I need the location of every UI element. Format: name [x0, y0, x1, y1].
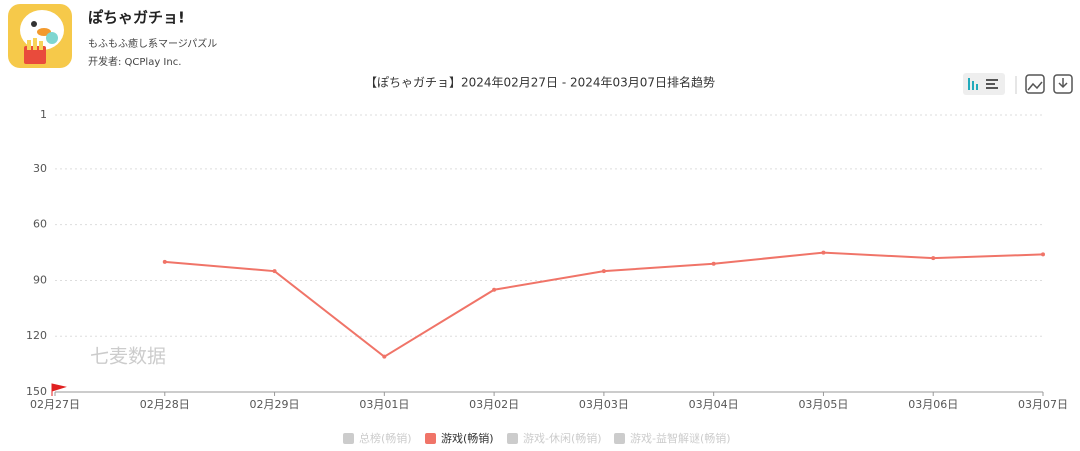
legend-swatch	[614, 433, 625, 444]
toolbar	[963, 73, 1073, 95]
watermark: 七麦数据	[90, 346, 166, 368]
point	[272, 269, 277, 274]
start-flag	[51, 383, 67, 396]
x-tick-label: 03月06日	[908, 398, 958, 411]
x-tick-label: 02月28日	[140, 398, 190, 411]
x-tick-label: 03月01日	[359, 398, 409, 411]
app-developer: 开发者: QCPlay Inc.	[88, 55, 181, 68]
save-image[interactable]	[1025, 74, 1045, 94]
app-subtitle: もふもふ癒し系マージパズル	[88, 37, 217, 50]
point	[601, 269, 606, 274]
point	[492, 287, 497, 292]
download[interactable]	[1053, 74, 1073, 94]
legend-label[interactable]: 游戏-休闲(畅销)	[523, 431, 602, 445]
x-tick-label: 03月07日	[1018, 398, 1068, 411]
point	[931, 256, 936, 261]
legend-swatch	[507, 433, 518, 444]
line	[164, 251, 1044, 358]
legend-label[interactable]: 游戏(畅销)	[441, 431, 494, 445]
app-icon	[8, 4, 72, 68]
legend-swatch	[425, 433, 436, 444]
x-tick-label: 03月02日	[469, 398, 519, 411]
y-tick-label: 150	[26, 385, 47, 398]
legend-swatch	[343, 433, 354, 444]
y-tick-label: 1	[40, 108, 47, 121]
point	[382, 354, 387, 359]
x-tick-label: 02月29日	[250, 398, 300, 411]
y-tick-label: 30	[33, 162, 47, 175]
y-tick-label: 60	[33, 218, 47, 231]
point	[821, 250, 826, 255]
y-tick-label: 90	[33, 273, 47, 286]
x-tick-label: 02月27日	[30, 398, 80, 411]
x-tick-label: 03月04日	[689, 398, 739, 411]
x-tick-label: 03月05日	[798, 398, 848, 411]
chart-title: 【ぽちゃガチョ】2024年02月27日 - 2024年03月07日排名趋势	[365, 75, 715, 90]
legend-label[interactable]: 总榜(畅销)	[359, 431, 412, 445]
x-tick-label: 03月03日	[579, 398, 629, 411]
point	[1041, 252, 1045, 257]
point	[711, 261, 716, 266]
point	[162, 259, 167, 264]
y-tick-label: 120	[26, 329, 47, 342]
legend-label[interactable]: 游戏-益智解谜(畅销)	[630, 431, 731, 445]
app-name: ぽちゃガチョ!	[88, 9, 185, 27]
